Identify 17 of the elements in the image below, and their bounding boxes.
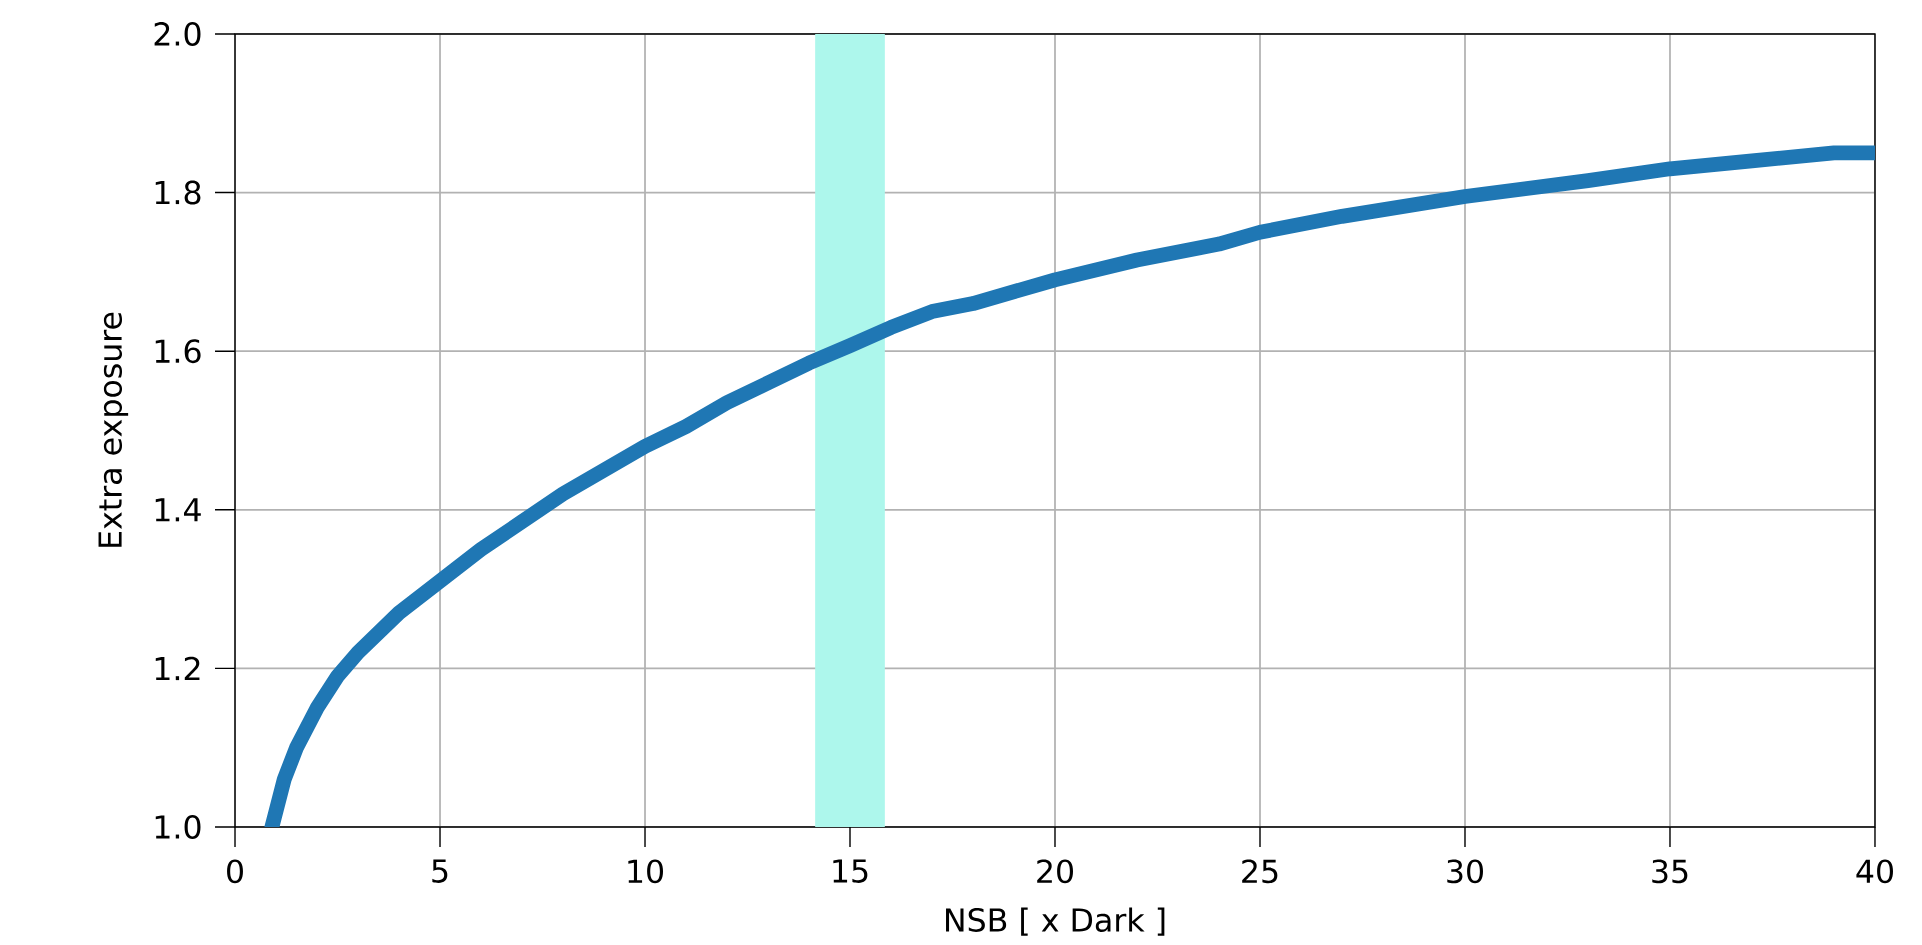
y-axis-title: Extra exposure <box>98 312 129 547</box>
x-tick-label: 0 <box>227 859 243 884</box>
y-tick-label: 1.4 <box>155 498 201 522</box>
x-tick-label: 30 <box>1447 859 1484 884</box>
x-tick-label: 25 <box>1242 859 1278 884</box>
x-tick-label: 20 <box>1037 859 1074 884</box>
x-axis-title: NSB [ x Dark ] <box>946 907 1165 936</box>
y-tick-label: 1.8 <box>155 180 201 205</box>
x-tick-label: 10 <box>628 859 664 884</box>
x-tick-label: 15 <box>833 859 868 883</box>
y-tick-label: 1.0 <box>155 815 201 839</box>
x-tick-label: 5 <box>432 859 448 883</box>
y-tick-label: 2.0 <box>154 22 201 46</box>
y-tick-label: 1.2 <box>155 656 200 681</box>
x-tick-label: 35 <box>1652 859 1688 884</box>
y-tick-label: 1.6 <box>155 339 201 364</box>
x-tick-label: 40 <box>1856 859 1893 884</box>
